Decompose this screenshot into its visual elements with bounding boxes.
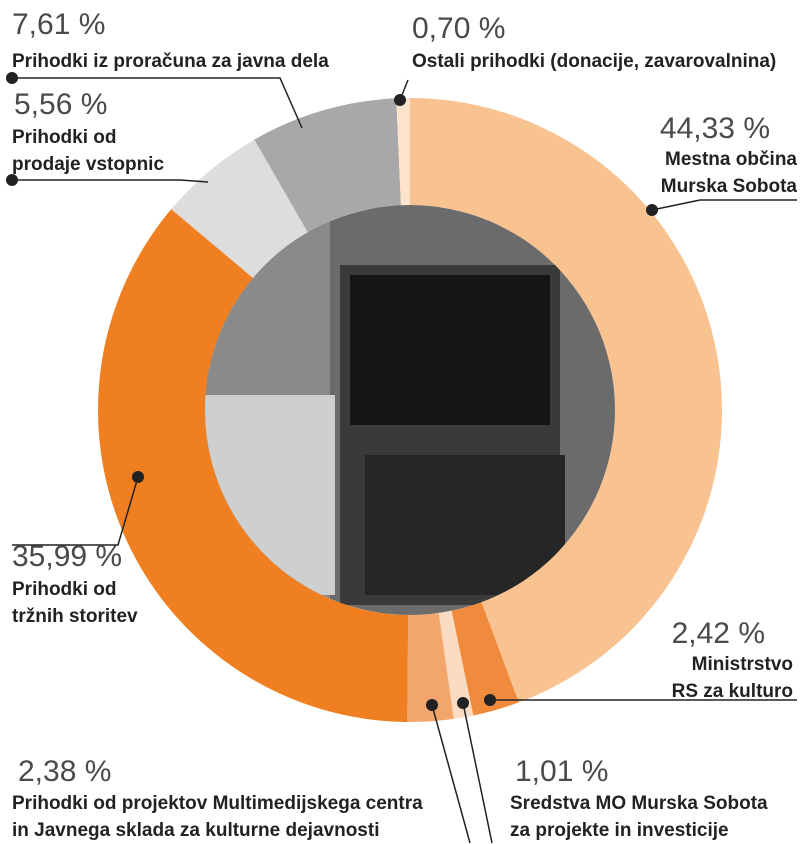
leader-line — [463, 703, 492, 843]
leader-line — [432, 705, 470, 843]
photo-sign — [350, 275, 550, 425]
value-label: 44,33 % — [660, 112, 770, 146]
leader-dot — [426, 699, 438, 711]
leader-dot — [132, 471, 144, 483]
leader-dot — [394, 94, 406, 106]
slice-name: Prihodki iz proračuna za javna dela — [12, 48, 329, 75]
value-label: 1,01 % — [515, 755, 608, 789]
slice-name: Prihodki od projektov Multimedijskega ce… — [12, 790, 423, 844]
page: 44,33 %Mestna občina Murska Sobota 2,42 %… — [0, 0, 805, 843]
slice-name: Ostali prihodki (donacije, zavarovalnina… — [412, 48, 776, 75]
slice-name: Ministrstvo RS za kulturo — [672, 651, 793, 705]
leader-dot — [646, 204, 658, 216]
value-label: 0,70 % — [412, 12, 505, 46]
value-label: 35,99 % — [12, 540, 122, 574]
leader-dot — [484, 694, 496, 706]
value-label: 2,38 % — [18, 755, 111, 789]
slice-name: Prihodki od tržnih storitev — [12, 576, 138, 630]
slice-name: Mestna občina Murska Sobota — [661, 146, 797, 200]
leader-dot — [457, 697, 469, 709]
slice-name: Sredstva MO Murska Sobota za projekte in… — [510, 790, 768, 844]
value-label: 5,56 % — [14, 88, 107, 122]
leader-line — [652, 200, 797, 210]
value-label: 7,61 % — [12, 8, 105, 42]
slice-name: Prihodki od prodaje vstopnic — [12, 124, 164, 178]
leader-line — [12, 180, 208, 182]
value-label: 2,42 % — [672, 617, 765, 651]
